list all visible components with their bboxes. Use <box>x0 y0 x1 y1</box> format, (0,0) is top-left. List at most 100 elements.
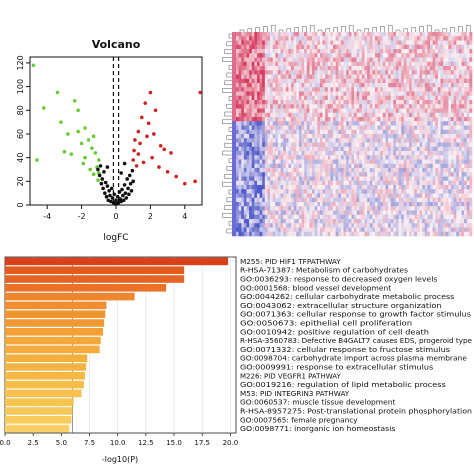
heatmap-cell <box>346 193 350 199</box>
heatmap-cell <box>466 66 470 71</box>
heatmap-cell <box>401 44 405 50</box>
volcano-point <box>130 168 135 173</box>
heatmap-cell <box>432 53 436 58</box>
heatmap-cell <box>280 117 284 122</box>
heatmap-cell <box>443 83 447 88</box>
heatmap-cell <box>374 40 378 46</box>
heatmap-cell <box>277 168 281 173</box>
heatmap-cell <box>458 159 462 165</box>
heatmap-cell <box>440 202 444 207</box>
heatmap-cell <box>267 91 271 97</box>
heatmap-cell <box>437 36 441 41</box>
heatmap-cell <box>288 189 292 194</box>
heatmap-cell <box>380 117 384 122</box>
heatmap-cell <box>448 78 452 84</box>
heatmap-cell <box>361 87 365 92</box>
heatmap-cell <box>296 197 300 203</box>
heatmap-cell <box>288 146 292 152</box>
heatmap-cell <box>296 53 300 58</box>
heatmap-cell <box>393 66 397 71</box>
heatmap-cell <box>283 78 287 84</box>
heatmap-cell <box>348 168 352 173</box>
heatmap-cell <box>306 176 310 182</box>
heatmap-cell <box>382 78 386 84</box>
heatmap-cell <box>251 100 255 105</box>
heatmap-cell <box>356 40 360 46</box>
heatmap-cell <box>343 83 347 88</box>
heatmap-cell <box>272 193 276 199</box>
heatmap-cell <box>243 112 247 118</box>
heatmap-cell <box>264 70 268 75</box>
heatmap-cell <box>270 176 274 182</box>
heatmap-cell <box>267 32 271 37</box>
heatmap-cell <box>330 91 334 97</box>
heatmap-cell <box>246 49 250 54</box>
heatmap-cell <box>380 87 384 92</box>
heatmap-cell <box>338 83 342 88</box>
heatmap-cell <box>293 112 297 118</box>
heatmap-cell <box>390 214 394 220</box>
heatmap-cell <box>451 159 454 165</box>
heatmap-cell <box>361 61 365 67</box>
heatmap-cell <box>246 104 250 109</box>
heatmap-cell <box>364 168 368 173</box>
heatmap-cell <box>403 53 407 58</box>
heatmap-cell <box>414 197 418 203</box>
heatmap-cell <box>453 193 457 199</box>
heatmap-cell <box>314 176 318 182</box>
heatmap-cell <box>411 57 415 63</box>
heatmap-cell <box>430 78 433 84</box>
heatmap-cell <box>416 134 420 139</box>
heatmap-cell <box>322 176 326 182</box>
heatmap-cell <box>277 219 281 224</box>
heatmap-cell <box>343 185 347 190</box>
heatmap-cell <box>453 36 457 41</box>
heatmap-cell <box>238 197 242 203</box>
volcano-point <box>93 151 98 155</box>
heatmap-cell <box>317 74 321 80</box>
heatmap-cell <box>385 146 389 152</box>
volcano-x-tick-label: -2 <box>78 212 86 221</box>
heatmap-cell <box>298 151 302 156</box>
heatmap-cell <box>388 134 392 139</box>
heatmap-cell <box>335 40 339 46</box>
heatmap-cell <box>322 151 326 156</box>
heatmap-cell <box>451 227 454 233</box>
heatmap-cell <box>464 168 468 173</box>
heatmap-cell <box>251 53 255 58</box>
heatmap-cell <box>451 66 454 71</box>
heatmap-cell <box>270 168 274 173</box>
heatmap-cell <box>238 185 242 190</box>
heatmap-cell <box>445 44 449 50</box>
heatmap-cell <box>456 180 460 186</box>
heatmap-cell <box>306 193 310 199</box>
heatmap-cell <box>251 206 255 211</box>
heatmap-cell <box>285 129 289 135</box>
heatmap-cell <box>259 108 263 114</box>
heatmap-cell <box>285 193 289 199</box>
heatmap-cell <box>451 142 454 148</box>
heatmap-cell <box>374 189 378 194</box>
heatmap-cell <box>411 78 415 84</box>
heatmap-cell <box>348 32 352 37</box>
heatmap-cell <box>364 180 368 186</box>
heatmap-cell <box>327 53 331 58</box>
heatmap-dendrogram-branch <box>317 29 323 32</box>
heatmap-cell <box>359 168 363 173</box>
heatmap-cell <box>322 125 326 131</box>
heatmap-cell <box>238 100 242 105</box>
heatmap-cell <box>298 61 302 67</box>
heatmap-cell <box>435 189 439 194</box>
heatmap-cell <box>356 159 360 165</box>
heatmap-cell <box>414 40 418 46</box>
heatmap-cell <box>298 155 302 160</box>
heatmap-cell <box>469 193 473 199</box>
heatmap-cell <box>340 189 344 194</box>
heatmap-cell <box>422 100 426 105</box>
heatmap-cell <box>319 95 323 101</box>
heatmap-dendrogram-branch <box>458 26 463 32</box>
heatmap-cell <box>262 129 266 135</box>
heatmap-cell <box>340 214 344 220</box>
heatmap-cell <box>322 206 326 211</box>
